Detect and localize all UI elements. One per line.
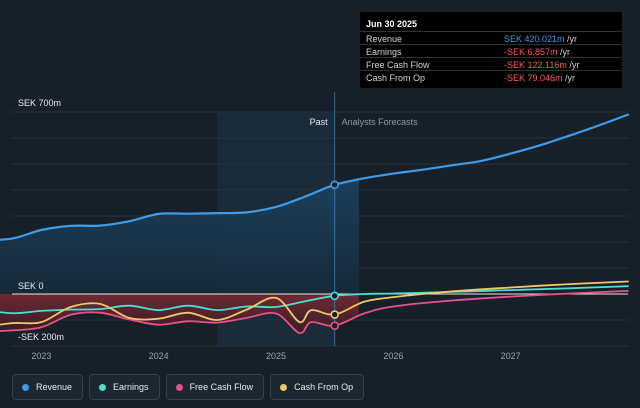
- legend-cash-from-op[interactable]: Cash From Op: [270, 374, 365, 400]
- x-tick-label: 2023: [31, 351, 51, 361]
- legend-earnings[interactable]: Earnings: [89, 374, 160, 400]
- series-line-cash-from-op: [0, 280, 629, 326]
- revenue-area: [0, 179, 359, 294]
- y-label-bottom: -SEK 200m: [18, 332, 64, 342]
- legend: Revenue Earnings Free Cash Flow Cash Fro…: [12, 374, 365, 400]
- tooltip: Jun 30 2025 Revenue SEK 420.021m /yr Ear…: [360, 12, 622, 88]
- tooltip-label: Free Cash Flow: [366, 60, 430, 70]
- tooltip-value: -SEK 79.046m /yr: [504, 73, 576, 83]
- tooltip-label: Cash From Op: [366, 73, 426, 83]
- tooltip-row-fcf: Free Cash Flow -SEK 122.116m /yr: [360, 57, 622, 71]
- x-tick-label: 2024: [149, 351, 169, 361]
- series-line-revenue: [0, 113, 630, 241]
- tooltip-row-revenue: Revenue SEK 420.021m /yr: [360, 31, 622, 45]
- tooltip-label: Revenue: [366, 34, 403, 44]
- legend-dot-icon: [280, 383, 288, 391]
- series-markers: [330, 180, 339, 331]
- x-axis-ticks: 2023 2024 2025 2026 2027: [31, 351, 520, 361]
- x-tick-label: 2026: [383, 351, 403, 361]
- series-lines: [0, 113, 630, 334]
- tooltip-label: Earnings: [366, 47, 402, 57]
- legend-revenue[interactable]: Revenue: [12, 374, 84, 400]
- tooltip-value: -SEK 122.116m /yr: [504, 60, 580, 70]
- y-label-top: SEK 700m: [18, 98, 61, 108]
- tooltip-date: Jun 30 2025: [366, 19, 418, 29]
- legend-label: Free Cash Flow: [189, 382, 254, 392]
- legend-free-cash-flow[interactable]: Free Cash Flow: [165, 374, 265, 400]
- tooltip-value: SEK 420.021m /yr: [504, 34, 578, 44]
- legend-dot-icon: [22, 383, 29, 391]
- legend-label: Cash From Op: [294, 382, 354, 392]
- marker-free-cash-flow: [330, 321, 339, 331]
- tooltip-value: -SEK 6.857m /yr: [504, 47, 571, 57]
- tooltip-row-earnings: Earnings -SEK 6.857m /yr: [360, 44, 622, 58]
- past-label: Past: [310, 117, 329, 127]
- x-tick-label: 2025: [266, 351, 286, 361]
- marker-earnings: [330, 291, 339, 301]
- y-label-zero: SEK 0: [18, 281, 44, 291]
- series-line-free-cash-flow: [0, 290, 629, 334]
- legend-label: Revenue: [36, 382, 73, 392]
- marker-cash-from-op: [330, 310, 339, 319]
- legend-dot-icon: [175, 383, 183, 391]
- forecast-label: Analysts Forecasts: [342, 117, 419, 127]
- tooltip-row-cfo: Cash From Op -SEK 79.046m /yr: [360, 70, 622, 84]
- legend-label: Earnings: [113, 382, 149, 392]
- legend-dot-icon: [99, 383, 107, 391]
- x-tick-label: 2027: [501, 351, 521, 361]
- marker-revenue: [330, 180, 339, 190]
